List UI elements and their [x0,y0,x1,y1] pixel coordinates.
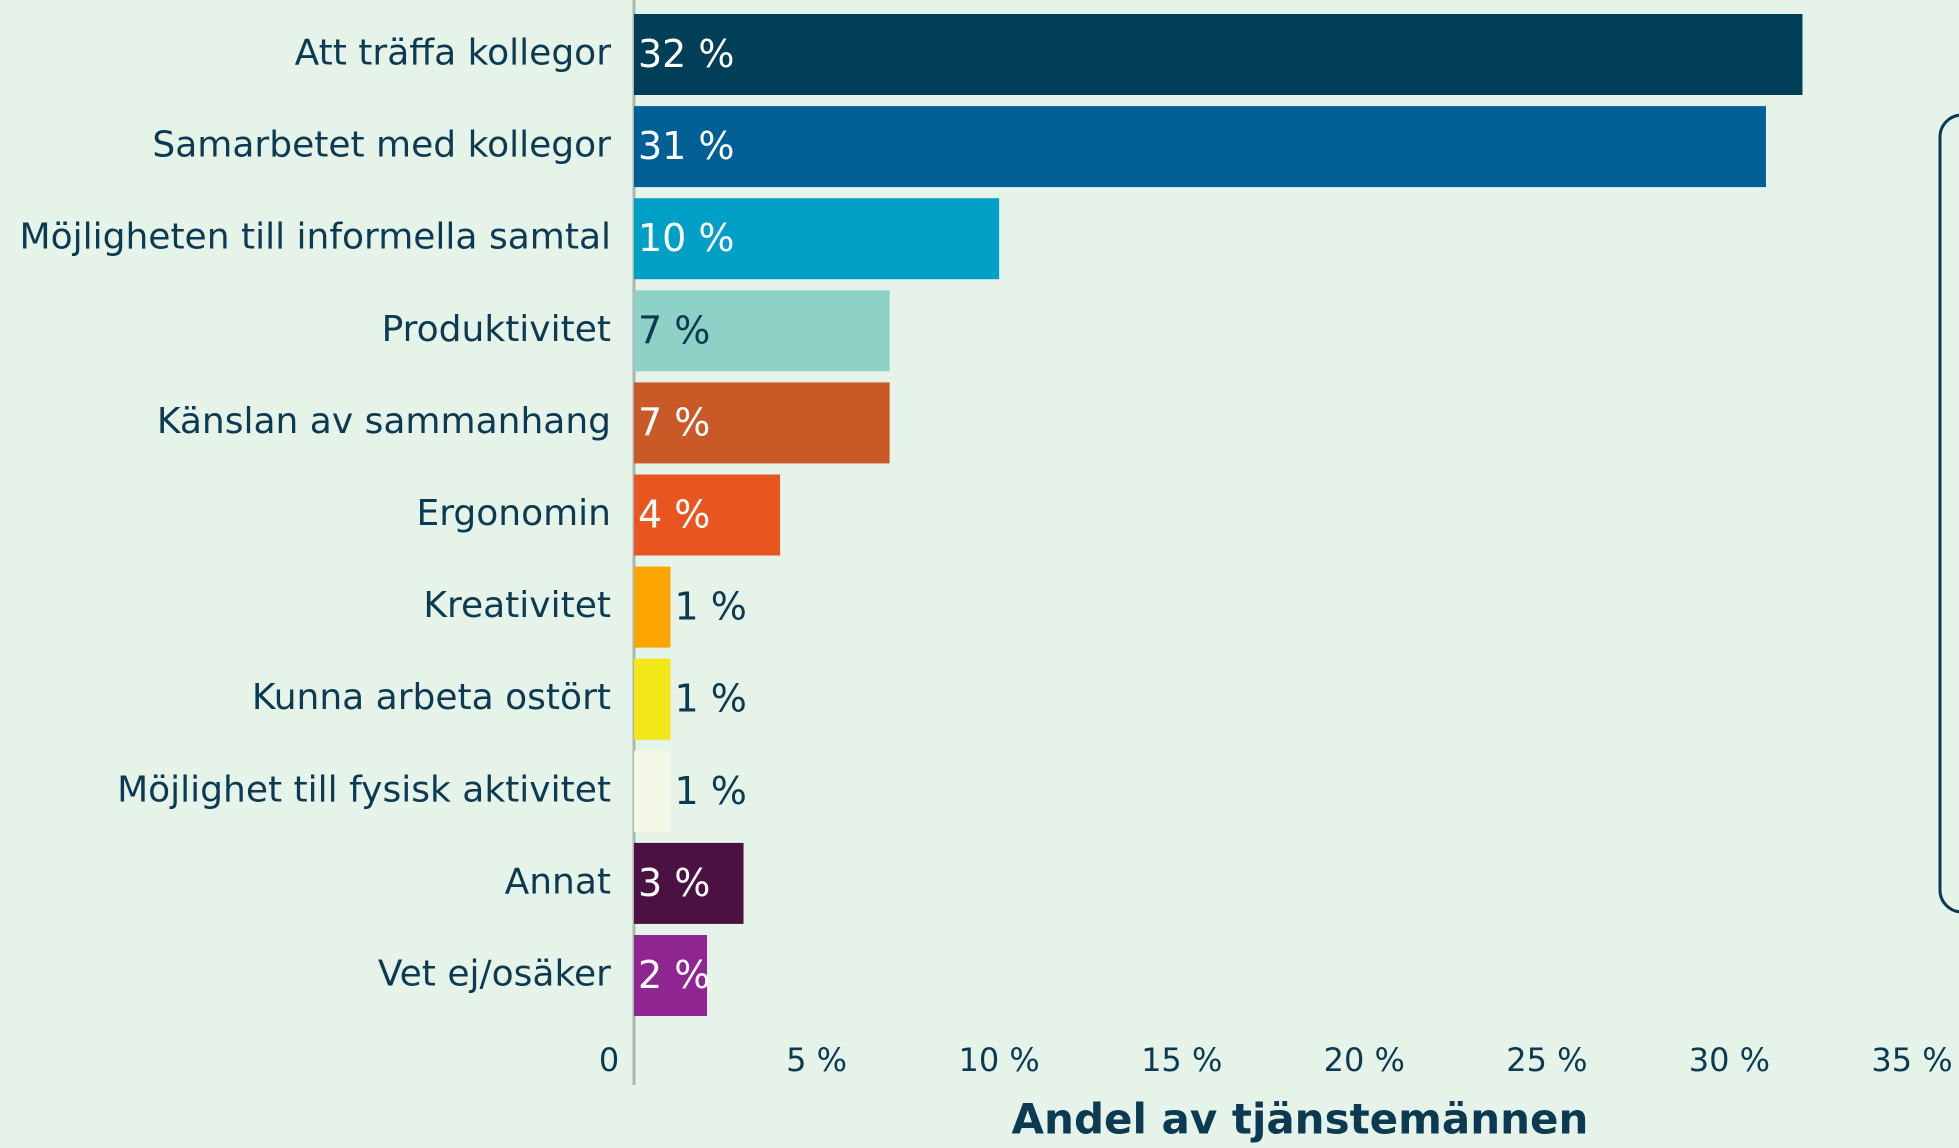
category-label: Känslan av sammanhang [157,401,611,442]
category-label: Produktivitet [382,309,611,350]
value-label: 1 % [675,769,747,813]
x-tick-label: 15 % [1141,1041,1222,1079]
bar [634,290,890,372]
bar [634,842,744,924]
bar [634,106,1766,188]
value-label: 2 % [638,953,710,997]
value-label: 7 % [638,400,710,444]
bar [634,566,671,648]
value-label: 32 % [638,32,735,76]
category-label: Samarbetet med kollegor [152,125,611,166]
x-tick-label: 35 % [1871,1041,1952,1079]
bar [634,198,1000,280]
category-label: Kreativitet [423,585,611,626]
bar [634,14,1803,95]
x-tick-label: 25 % [1506,1041,1587,1079]
value-label: 1 % [675,677,747,721]
x-axis-title: Andel av tjänstemännen [1012,1095,1589,1144]
value-label: 1 % [675,585,747,629]
value-label: 31 % [638,124,735,168]
value-label: 4 % [638,493,710,537]
bar [634,474,781,556]
x-tick-label: 10 % [958,1041,1039,1079]
bar [634,935,708,1016]
category-label: Att träffa kollegor [295,33,612,74]
category-label: Ergonomin [416,493,611,534]
category-label: Möjlighet till fysisk aktivitet [117,769,611,810]
x-tick-label: 30 % [1689,1041,1770,1079]
value-label: 10 % [638,216,735,260]
bar [634,750,671,832]
x-tick-label: 0 [599,1041,619,1079]
x-tick-label: 5 % [786,1041,847,1079]
bar [634,658,671,740]
category-label: Möjligheten till informella samtal [20,217,611,258]
category-label: Vet ej/osäker [378,954,611,995]
bar [634,382,890,464]
value-label: 7 % [638,308,710,352]
category-label: Annat [505,861,611,902]
side-panel [1938,113,1959,914]
category-label: Kunna arbeta ostört [252,677,611,718]
value-label: 3 % [638,861,710,905]
x-tick-label: 20 % [1324,1041,1405,1079]
